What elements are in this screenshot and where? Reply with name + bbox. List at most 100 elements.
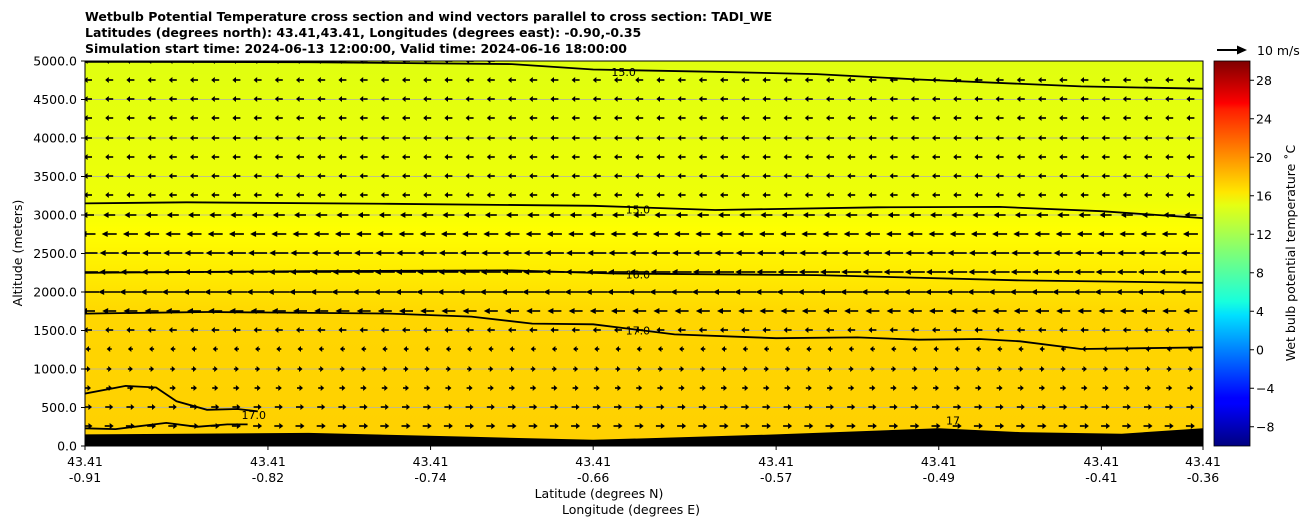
y-tick-label: 1000.0 (33, 362, 77, 377)
wind-arrow-head (506, 212, 512, 218)
wind-arrow-head (1034, 231, 1041, 237)
wind-arrow-head (550, 173, 554, 179)
wind-arrow-head (783, 327, 788, 333)
wind-arrow-head (1144, 173, 1148, 179)
wind-arrow-head (271, 231, 278, 237)
wind-arrow-head (359, 96, 364, 102)
wind-arrow-head (804, 135, 809, 141)
wind-arrow-head (585, 289, 592, 295)
wind-arrow-head (910, 154, 915, 160)
wind-arrow-head (190, 135, 194, 141)
wind-arrow-head (85, 96, 88, 102)
x-tick-label-lon: -0.49 (923, 470, 955, 485)
wind-arrow-head (739, 212, 745, 218)
wind-arrow-head (363, 385, 367, 391)
wind-arrow-head (809, 404, 813, 410)
wind-arrow-head (1036, 212, 1042, 218)
wind-arrow-head (126, 327, 130, 333)
wind-arrow-head (929, 308, 935, 314)
wind-arrow-head (317, 154, 321, 160)
wind-arrow-head (868, 135, 872, 141)
wind-arrow-head (1038, 135, 1042, 141)
wind-arrow-head (147, 327, 152, 333)
wind-arrow-head (147, 115, 152, 121)
wind-arrow-head (226, 250, 233, 256)
wind-arrow-head (232, 173, 236, 179)
wind-arrow-head (338, 115, 342, 121)
wind-arrow-head (447, 385, 452, 391)
wind-arrow-head (589, 231, 596, 237)
colorbar-tick-label: 4 (1256, 304, 1264, 319)
wind-arrow-head (698, 173, 703, 179)
wind-arrow-head (359, 154, 364, 160)
wind-arrow-head (1053, 269, 1060, 275)
wind-arrow-head (380, 135, 385, 141)
wind-arrow-head (87, 385, 91, 391)
wind-arrow-head (947, 250, 954, 256)
wind-arrow-head (1035, 308, 1041, 314)
wind-arrow-head (910, 115, 915, 121)
wind-arrow-head (486, 154, 491, 160)
wind-arrow-head (126, 192, 130, 198)
x-tick-label-lon: -0.91 (69, 470, 101, 485)
wind-arrow-head (884, 250, 891, 256)
wind-arrow-head (317, 327, 321, 333)
wind-arrow-head (1016, 115, 1021, 121)
wind-arrow-head (1165, 135, 1169, 141)
wind-arrow-head (653, 308, 660, 314)
wind-arrow-head (479, 289, 486, 295)
y-axis: 0.0 500.0 1000.0 1500.0 2000.0 2500.0 3000.0 35… (33, 54, 85, 454)
chart-title-line-3: Simulation start time: 2024-06-13 12:00:… (85, 41, 627, 56)
wind-arrow-head (910, 192, 915, 198)
wind-arrow-head (734, 289, 741, 295)
wind-arrow-head (385, 423, 390, 429)
wind-arrow-head (296, 173, 300, 179)
wind-arrow-head (631, 231, 638, 237)
wind-arrow-head (571, 154, 576, 160)
wind-arrow-head (797, 289, 804, 295)
wind-arrow-head (783, 96, 788, 102)
wind-arrow-head (1038, 77, 1042, 83)
wind-arrow-head (977, 385, 982, 391)
wind-arrow-head (883, 269, 890, 275)
y-tick-label: 500.0 (41, 400, 77, 415)
wind-arrow-head (317, 115, 321, 121)
wind-arrow-head (1141, 308, 1147, 314)
wind-arrow-head (338, 96, 342, 102)
wind-arrow-head (968, 269, 975, 275)
wind-arrow-head (628, 289, 635, 295)
wind-arrow-head (612, 212, 618, 218)
wind-arrow-head (211, 192, 215, 198)
wind-arrow-head (720, 192, 724, 198)
wind-arrow-head (886, 308, 893, 314)
wind-arrow-head (380, 115, 385, 121)
wind-arrow-head (639, 423, 644, 429)
wind-arrow-head (819, 289, 825, 295)
wind-arrow-head (437, 289, 444, 295)
wind-arrow-head (741, 135, 745, 141)
wind-arrow-head (444, 115, 448, 121)
wind-arrow-head (380, 192, 385, 198)
wind-arrow-head (804, 173, 809, 179)
wind-arrow-head (670, 289, 677, 295)
wind-arrow-head (827, 346, 831, 352)
wind-arrow-head (742, 346, 747, 352)
wind-arrow-head (1183, 308, 1190, 314)
wind-arrow-head (1138, 250, 1145, 256)
wind-arrow-head (861, 289, 868, 295)
wind-arrow-head (656, 96, 660, 102)
wind-arrow-head (804, 96, 809, 102)
wind-arrow-head (462, 308, 469, 314)
wind-arrow-head (892, 366, 897, 372)
wind-arrow-head (783, 77, 788, 83)
wind-arrow-head (783, 173, 788, 179)
wind-arrow-head (968, 250, 975, 256)
wind-arrow-head (171, 366, 176, 372)
wind-arrow-head (248, 250, 255, 256)
wind-arrow-head (1013, 308, 1020, 314)
wind-arrow-head (126, 154, 130, 160)
wind-arrow-head (1095, 269, 1102, 275)
wind-arrow-head (1021, 423, 1026, 429)
wind-arrow-head (465, 115, 470, 121)
wind-arrow-head (848, 346, 853, 352)
